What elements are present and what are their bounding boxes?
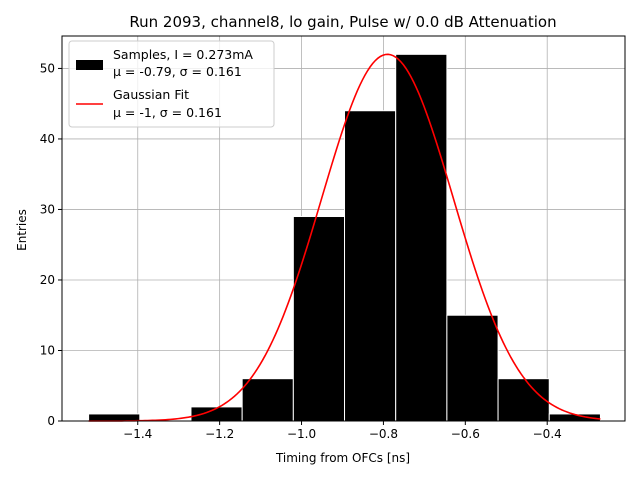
y-tick-label: 20 [40, 273, 55, 287]
legend-fit-stats: μ = -1, σ = 0.161 [113, 105, 222, 120]
x-tick-label: −0.8 [369, 427, 398, 441]
y-tick-label: 30 [40, 202, 55, 216]
gaussian-fit-curve [88, 53, 601, 422]
y-tick-label: 10 [40, 343, 55, 357]
legend-samples-label: Samples, I = 0.273mA [113, 47, 253, 62]
legend-samples-stats: μ = -0.79, σ = 0.161 [113, 64, 242, 79]
x-tick-label: −0.4 [533, 427, 562, 441]
x-axis-label: Timing from OFCs [ns] [275, 451, 410, 465]
y-axis-label: Entries [15, 209, 29, 251]
histogram-bar [88, 413, 141, 422]
histogram-bar [395, 53, 448, 422]
x-tick-label: −0.6 [451, 427, 480, 441]
y-tick-label: 0 [47, 414, 55, 428]
x-tick-label: −1.0 [287, 427, 316, 441]
x-tick-label: −1.2 [205, 427, 234, 441]
x-axis-ticks: −1.4 −1.2 −1.0 −0.8 −0.6 −0.4 [123, 421, 562, 441]
legend-fit-label: Gaussian Fit [113, 87, 189, 102]
histogram-bar [292, 216, 346, 422]
y-axis-ticks: 0 10 20 30 40 50 [40, 61, 62, 428]
histogram-bar [497, 378, 550, 422]
plot-frame [61, 35, 626, 422]
y-tick-label: 50 [40, 61, 55, 75]
legend-box [68, 40, 275, 128]
histogram-bars [88, 53, 601, 422]
legend-samples-swatch [76, 60, 103, 70]
histogram-bar [241, 378, 294, 422]
x-tick-label: −1.4 [123, 427, 152, 441]
y-tick-label: 40 [40, 132, 55, 146]
histogram-bar [446, 314, 499, 422]
chart-title: Run 2093, channel8, lo gain, Pulse w/ 0.… [129, 13, 556, 31]
legend: Samples, I = 0.273mA μ = -0.79, σ = 0.16… [68, 40, 275, 128]
histogram-bar [344, 110, 397, 422]
